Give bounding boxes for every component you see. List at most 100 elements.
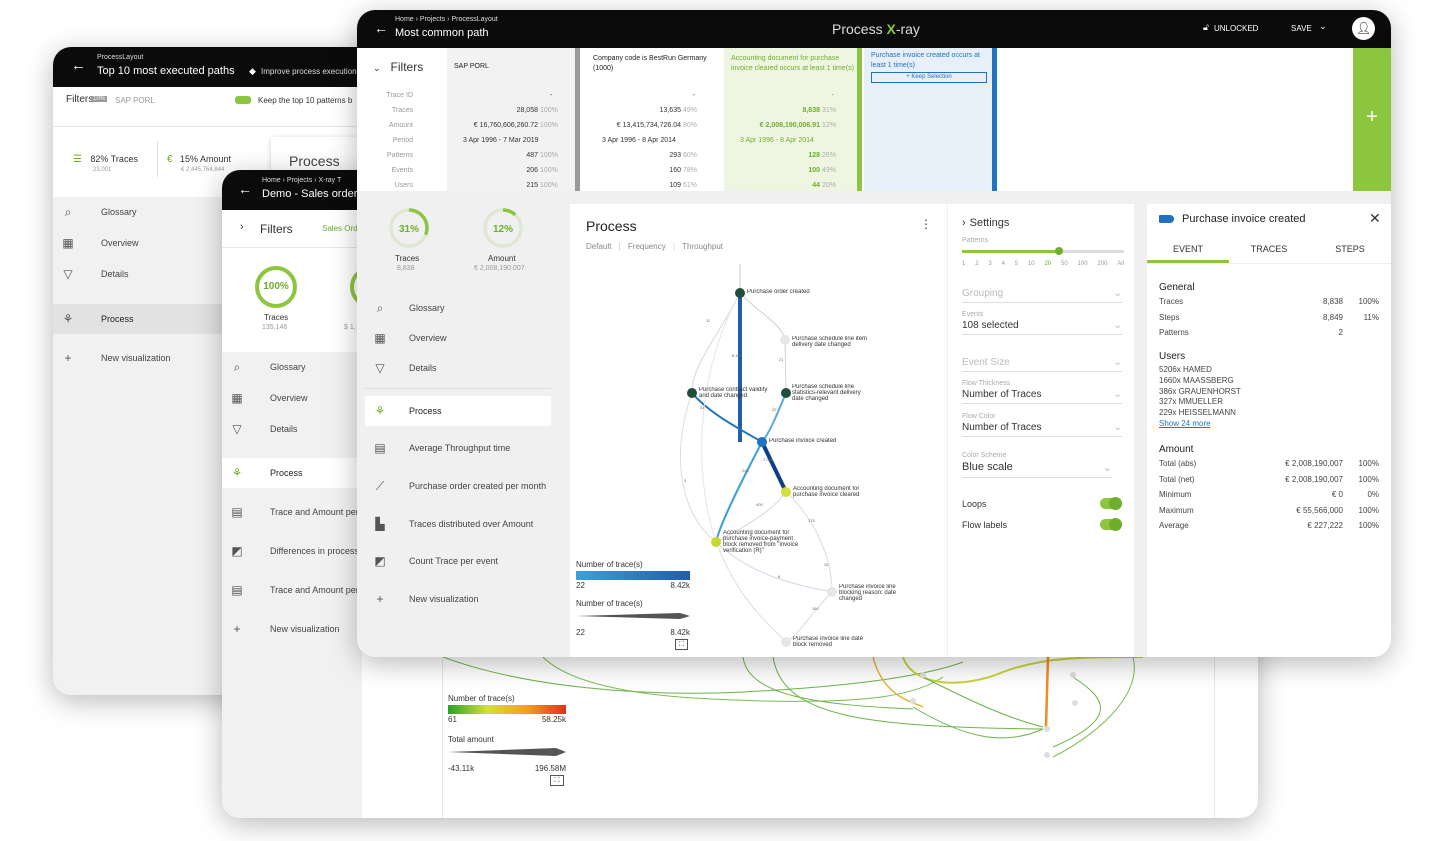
- graph-node[interactable]: [780, 335, 790, 345]
- sidebar-item-trace-amount[interactable]: ▤ Trace and Amount per: [222, 497, 362, 527]
- fit-view-icon[interactable]: ⛶: [550, 775, 564, 786]
- back-arrow-icon[interactable]: ←: [238, 181, 252, 197]
- chevron-down-icon[interactable]: ⌄: [1319, 21, 1327, 31]
- filters-label[interactable]: Filters: [66, 94, 94, 105]
- sidebar-item-overview[interactable]: ▦ Overview: [365, 323, 569, 353]
- breadcrumb-project[interactable]: X-ray T: [318, 177, 342, 184]
- keep-toggle[interactable]: [235, 96, 251, 104]
- graph-node[interactable]: [687, 388, 697, 398]
- breadcrumb-projects[interactable]: Projects: [286, 177, 313, 184]
- sidebar-item-glossary[interactable]: ⌕ Glossary: [53, 197, 223, 227]
- pattern-tick[interactable]: All: [1117, 261, 1124, 267]
- sidebar-item-details[interactable]: ▽ Details: [53, 259, 223, 289]
- more-options-icon[interactable]: ⋮: [920, 217, 932, 231]
- sidebar-item-process[interactable]: ⚘ Process: [53, 304, 223, 334]
- pattern-tick[interactable]: 1: [962, 261, 966, 267]
- unlocked-button[interactable]: UNLOCKED: [1214, 24, 1259, 33]
- fit-view-icon[interactable]: ⛶: [675, 639, 688, 650]
- graph-node[interactable]: [711, 537, 721, 547]
- graph-node-selected[interactable]: [757, 437, 767, 447]
- filter-column[interactable]: Accounting document for purchase invoice…: [724, 48, 862, 191]
- pattern-tick[interactable]: 20: [1044, 261, 1052, 267]
- breadcrumb-project[interactable]: ProcessLayout: [451, 16, 498, 23]
- pattern-tick[interactable]: 3: [988, 261, 992, 267]
- back-arrow-icon[interactable]: ←: [71, 57, 86, 74]
- sidebar-item-overview[interactable]: ▦ Overview: [53, 228, 223, 258]
- tab-event[interactable]: EVENT: [1147, 238, 1229, 263]
- chevron-right-icon[interactable]: ›: [240, 221, 244, 233]
- filter-column[interactable]: Company code is BestRun Germany (1000) - 1…: [586, 48, 723, 191]
- sidebar-item-traces-amount[interactable]: ▙ Traces distributed over Amount: [365, 509, 569, 539]
- filters-label[interactable]: Filters: [260, 222, 293, 236]
- color-scheme-select[interactable]: Color Scheme Blue scale ⌄: [962, 452, 1112, 478]
- save-button[interactable]: SAVE: [1291, 24, 1312, 33]
- breadcrumb[interactable]: Home › Projects › ProcessLayout: [395, 16, 498, 23]
- sidebar-item-glossary[interactable]: ⌕ Glossary: [222, 352, 362, 382]
- sidebar-item-throughput[interactable]: ▤ Average Throughput time: [365, 433, 569, 463]
- pattern-tick[interactable]: 50: [1061, 261, 1068, 267]
- flow-thickness-select[interactable]: Flow Thickness Number of Traces ⌄: [962, 380, 1122, 404]
- sidebar-item-new-visualization[interactable]: + New visualization: [365, 584, 569, 614]
- tab-traces[interactable]: TRACES: [1250, 244, 1288, 254]
- filter-column[interactable]: Purchase invoice created occurs at least…: [864, 48, 997, 191]
- pattern-tick[interactable]: 10: [1027, 261, 1035, 267]
- pattern-tick[interactable]: 2: [975, 261, 979, 267]
- grouping-select[interactable]: Grouping ⌄: [962, 286, 1122, 303]
- chevron-right-icon: ›: [962, 217, 966, 229]
- keep-selection-button[interactable]: + Keep Selection: [871, 72, 987, 83]
- loops-toggle[interactable]: [1100, 497, 1122, 510]
- sidebar-item-po-per-month[interactable]: ⟋ Purchase order created per month: [365, 471, 569, 501]
- patterns-slider[interactable]: [962, 247, 1124, 255]
- flow-labels-toggle[interactable]: [1100, 518, 1122, 531]
- graph-node[interactable]: [781, 388, 791, 398]
- breadcrumb-home[interactable]: Home: [395, 16, 414, 23]
- breadcrumb-projects[interactable]: Projects: [419, 16, 446, 23]
- filter-cell: 128 26%: [724, 148, 857, 163]
- filter-cell-percent: 100%: [540, 107, 558, 114]
- gauge-traces-label: Traces: [395, 254, 420, 263]
- pattern-tick[interactable]: 200: [1097, 261, 1108, 267]
- events-select[interactable]: Events 108 selected ⌄: [962, 311, 1122, 335]
- sidebar-item-process[interactable]: ⚘ Process: [222, 458, 362, 488]
- patterns-slider-thumb[interactable]: [1055, 247, 1064, 255]
- amount-row: Total (net) € 2,008,190,007 100%: [1159, 472, 1379, 488]
- graph-node[interactable]: [827, 587, 837, 597]
- graph-node[interactable]: [735, 288, 745, 298]
- show-more-link[interactable]: Show 24 more: [1159, 418, 1211, 428]
- event-size-select[interactable]: Event Size ⌄: [962, 355, 1122, 372]
- tab-throughput[interactable]: Throughput: [682, 242, 724, 251]
- flow-color-select[interactable]: Flow Color Number of Traces ⌄: [962, 413, 1122, 437]
- row-label: Minimum: [1159, 490, 1192, 499]
- pattern-tick[interactable]: 5: [1014, 261, 1019, 267]
- breadcrumb[interactable]: Home › Projects › X-ray T: [262, 177, 342, 184]
- pattern-tick[interactable]: 4: [1001, 261, 1005, 267]
- sidebar-item-differences[interactable]: ◩ Differences in process: [222, 536, 362, 566]
- close-icon[interactable]: ✕: [1369, 210, 1381, 226]
- sidebar-item-details[interactable]: ▽ Details: [222, 414, 362, 444]
- sidebar-item-count-trace[interactable]: ◩ Count Trace per event: [365, 546, 569, 576]
- sidebar-item-new-visualization[interactable]: + New visualization: [222, 614, 362, 644]
- back-arrow-icon[interactable]: ←: [374, 20, 388, 36]
- filter-column[interactable]: SAP PORL -28,058 100% € 16,760,606,260.72 10…: [447, 48, 580, 191]
- tag-label[interactable]: Improve process execution: [261, 67, 357, 76]
- breadcrumb[interactable]: ProcessLayout: [97, 54, 144, 61]
- sidebar-item-glossary[interactable]: ⌕ Glossary: [365, 293, 569, 323]
- graph-node[interactable]: [781, 637, 791, 647]
- filter-tab[interactable]: Sales Ord: [322, 224, 358, 233]
- settings-header[interactable]: › Settings: [962, 217, 1009, 229]
- tab-steps[interactable]: STEPS: [1335, 244, 1365, 254]
- avatar[interactable]: 👤︎: [1352, 17, 1375, 40]
- add-filter-button[interactable]: +: [1353, 48, 1391, 191]
- tab-default[interactable]: Default: [586, 242, 612, 251]
- graph-node[interactable]: [781, 487, 791, 497]
- tab-frequency[interactable]: Frequency: [627, 242, 666, 251]
- sidebar-item-details[interactable]: ▽ Details: [365, 353, 569, 383]
- breadcrumb-home[interactable]: Home: [262, 177, 281, 184]
- sidebar-item-overview[interactable]: ▦ Overview: [222, 383, 362, 413]
- filters-header[interactable]: ⌄ Filters: [373, 60, 423, 74]
- sidebar-item-new-visualization[interactable]: + New visualization: [53, 343, 223, 373]
- sidebar-item-process[interactable]: ⚘ Process: [365, 396, 551, 426]
- pattern-tick[interactable]: 100: [1077, 261, 1088, 267]
- bar-chart-icon: ▤: [374, 441, 386, 455]
- sidebar-item-trace-amount-2[interactable]: ▤ Trace and Amount per: [222, 575, 362, 605]
